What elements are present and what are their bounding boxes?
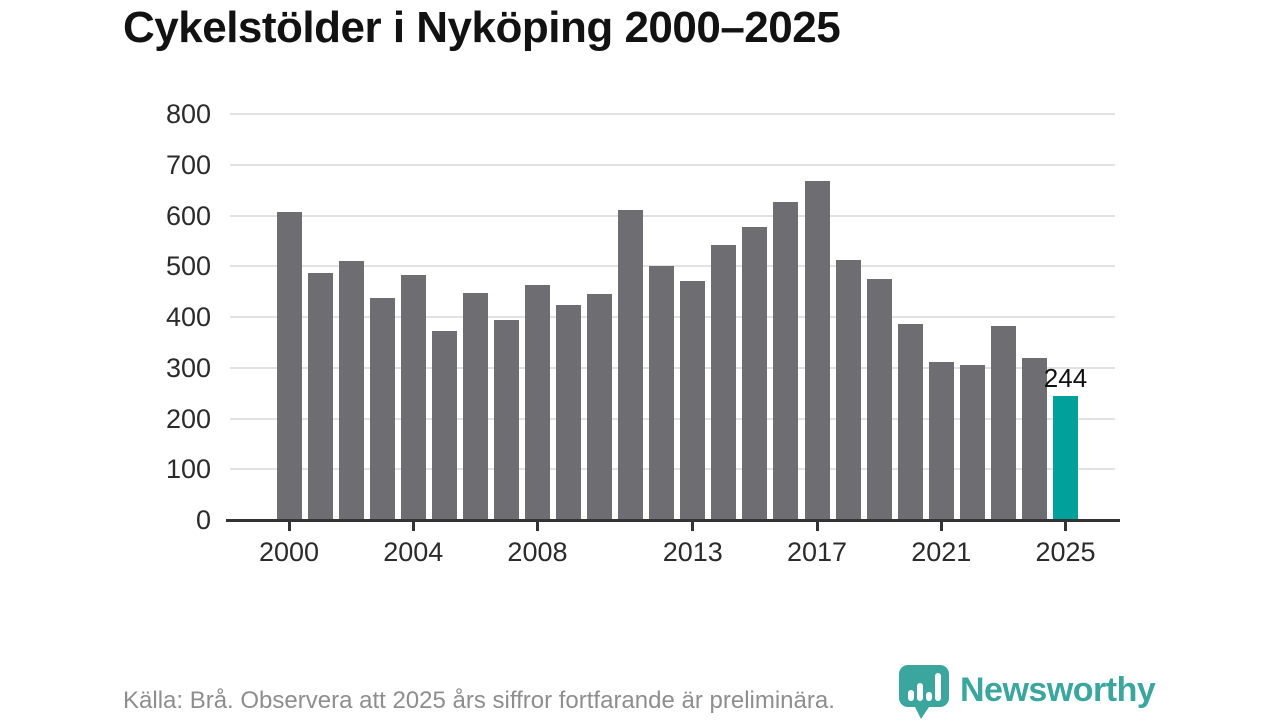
bar [897,324,923,520]
x-axis-label: 2021 [911,537,972,567]
x-axis-label: 2013 [662,537,723,567]
newsworthy-logo-text: Newsworthy [960,671,1156,709]
bar [711,244,737,520]
x-axis-label: 2008 [507,537,568,567]
bar [556,305,582,520]
x-axis-tick [287,522,291,531]
bar [742,226,768,520]
bar [773,201,799,520]
x-axis-line [226,519,1120,522]
newsworthy-logo-icon [899,665,949,719]
gridline [230,163,1115,166]
x-axis-tick [815,522,819,531]
y-axis-label: 300 [165,352,211,383]
y-axis-label: 100 [165,454,211,485]
x-axis-label: 2004 [383,537,444,567]
bar [680,280,706,520]
newsworthy-logo: Newsworthy [897,664,1156,720]
x-axis-tick [691,522,695,531]
bar-value-label: 244 [1043,363,1088,394]
bar [587,294,613,520]
y-axis-label: 400 [165,302,211,332]
plot-area: 0 100 200 300 400 500 600 700 800 244 2000 2004 2008… [166,99,1120,567]
bar [493,320,519,520]
bar [276,211,302,520]
y-axis-label: 200 [165,403,211,434]
y-axis-label: 0 [195,505,211,535]
y-axis-label: 500 [165,251,211,282]
x-axis-tick [1064,522,1067,531]
y-axis-label: 800 [165,99,211,129]
x-axis-label: 2017 [786,537,848,567]
bar [338,261,364,520]
x-axis-tick [535,522,539,531]
y-axis-label: 700 [165,149,211,180]
bar [307,273,333,520]
bar [804,180,830,520]
bar [990,325,1016,520]
bar [649,266,675,520]
bar [524,285,550,520]
x-axis-tick [411,522,415,531]
bar [618,210,644,520]
source-note: Källa: Brå. Observera att 2025 års siffr… [123,687,835,714]
gridline [230,113,1115,116]
x-axis-label: 2000 [258,537,320,567]
x-axis-label: 2025 [1035,537,1096,567]
x-axis-tick [939,522,943,531]
bar-highlighted [1053,396,1078,520]
bar [866,278,892,520]
bar [1021,357,1047,520]
bar [431,331,457,520]
bar [928,361,954,520]
bar [959,365,985,520]
y-axis-label: 600 [165,200,211,231]
bar [462,293,488,520]
bar [400,275,426,520]
bar [369,298,395,520]
chart-title: Cykelstölder i Nyköping 2000–2025 [123,3,841,52]
bar [835,260,861,520]
gridline [230,214,1115,217]
